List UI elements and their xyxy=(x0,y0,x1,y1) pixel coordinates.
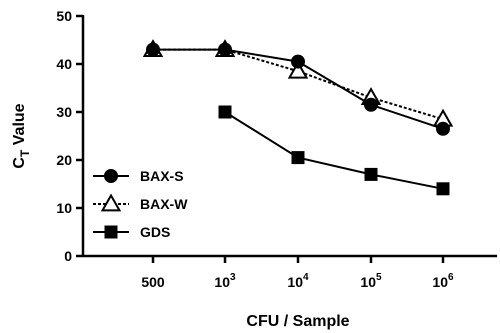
legend-marker-gds xyxy=(104,225,118,239)
data-point-gds xyxy=(436,182,450,196)
data-point-gds xyxy=(291,151,305,165)
data-point-bax-s xyxy=(218,42,232,57)
data-point-bax-s xyxy=(291,54,305,69)
x-tick-label: 103 xyxy=(214,272,236,290)
x-tick-label: 500 xyxy=(141,274,165,290)
data-point-bax-s xyxy=(436,121,450,136)
y-tick-label: 20 xyxy=(56,152,72,168)
x-tick-label: 104 xyxy=(287,272,309,290)
legend-label: BAX-S xyxy=(140,168,184,184)
series-markers xyxy=(142,39,454,196)
legend-marker-bax-w xyxy=(100,193,122,212)
x-tick-label: 105 xyxy=(360,272,382,290)
data-point-bax-s xyxy=(364,97,378,112)
x-tick-label: 106 xyxy=(432,272,454,290)
axes xyxy=(81,15,497,258)
x-tick-label-base: 10 xyxy=(360,274,376,290)
y-axis-title-rest: Value xyxy=(11,103,28,149)
legend-label: GDS xyxy=(140,224,170,240)
data-point-gds xyxy=(364,167,378,181)
x-tick-label-base: 500 xyxy=(141,274,165,290)
y-axis-title-subscript: T xyxy=(18,149,32,157)
legend-marker-bax-s xyxy=(104,169,118,183)
x-tick-label-exponent: 4 xyxy=(303,272,309,283)
y-tick-label: 10 xyxy=(56,200,72,216)
legend-label: BAX-W xyxy=(140,196,188,212)
x-tick-label-base: 10 xyxy=(287,274,303,290)
y-ticks: 0 10 20 30 40 50 xyxy=(56,8,83,264)
x-tick-label-base: 10 xyxy=(214,274,230,290)
y-axis-title-main: C xyxy=(11,157,28,169)
data-point-gds xyxy=(218,105,232,119)
legend: BAX-S BAX-W GDS xyxy=(93,168,188,240)
y-tick-label: 40 xyxy=(56,56,72,72)
x-tick-label-base: 10 xyxy=(432,274,448,290)
x-tick-label-exponent: 5 xyxy=(376,272,382,283)
x-tick-label-exponent: 3 xyxy=(230,272,236,283)
data-point-bax-s xyxy=(146,42,160,57)
x-axis-title: CFU / Sample xyxy=(246,313,349,330)
y-axis-title: CT Value xyxy=(11,103,32,168)
x-tick-label-exponent: 6 xyxy=(448,272,454,283)
data-point-bax-w xyxy=(287,60,309,79)
y-tick-label: 30 xyxy=(56,104,72,120)
y-tick-label: 50 xyxy=(56,8,72,24)
series-line-gds xyxy=(224,111,444,190)
y-tick-label: 0 xyxy=(64,248,72,264)
x-ticks: 500 103 104 105 106 xyxy=(141,256,454,290)
